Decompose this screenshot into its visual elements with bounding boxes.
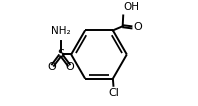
Text: S: S [57, 50, 64, 59]
Text: Cl: Cl [108, 88, 119, 98]
Text: O: O [47, 62, 56, 72]
Text: NH₂: NH₂ [51, 26, 71, 36]
Text: O: O [66, 62, 74, 72]
Text: OH: OH [123, 2, 139, 12]
Text: O: O [133, 22, 142, 32]
